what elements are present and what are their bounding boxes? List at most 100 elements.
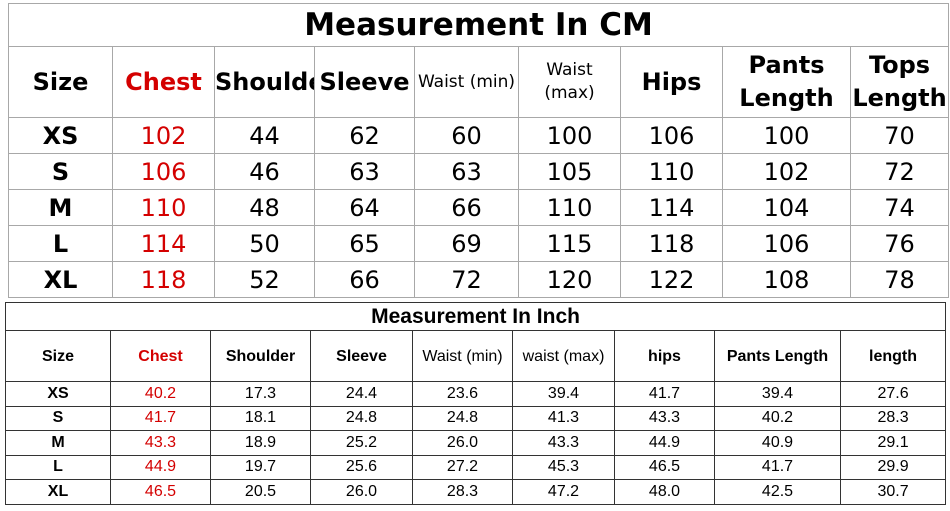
value-cell: 65 (314, 225, 415, 262)
column-header: Size (8, 46, 113, 118)
value-cell: 118 (620, 225, 723, 262)
value-cell: 27.2 (412, 454, 513, 480)
value-cell: 25.2 (310, 430, 413, 456)
column-header: length (839, 330, 947, 382)
data-row: XL 118 52 66 72 120 122 108 78 (8, 261, 950, 298)
value-cell: 106 (112, 153, 215, 190)
value-cell: 18.1 (210, 405, 311, 431)
value-cell: 41.3 (512, 405, 615, 431)
value-cell: 114 (620, 189, 723, 226)
data-row: S 106 46 63 63 105 110 102 72 (8, 153, 950, 190)
column-header: Tops Length (849, 46, 950, 118)
value-cell: 106 (620, 117, 723, 154)
data-row: XS 102 44 62 60 100 106 100 70 (8, 117, 950, 154)
column-header: Shoulder (214, 46, 315, 118)
value-cell: 62 (314, 117, 415, 154)
value-cell: 52 (214, 261, 315, 298)
value-cell: 110 (518, 189, 621, 226)
value-cell: 50 (214, 225, 315, 262)
column-header: Waist (min) (414, 46, 519, 118)
value-cell: 26.0 (412, 430, 513, 456)
value-cell: 48 (214, 189, 315, 226)
value-cell: 74 (849, 189, 950, 226)
size-cell: XS (8, 117, 113, 154)
size-cell: S (5, 405, 111, 431)
size-cell: L (5, 454, 111, 480)
value-cell: 72 (414, 261, 519, 298)
value-cell: 29.9 (839, 454, 947, 480)
column-header: Chest (110, 330, 211, 382)
value-cell: 27.6 (839, 381, 947, 407)
value-cell: 39.4 (714, 381, 841, 407)
value-cell: 70 (849, 117, 950, 154)
value-cell: 100 (518, 117, 621, 154)
column-header: waist (max) (512, 330, 615, 382)
column-header: Waist (min) (412, 330, 513, 382)
value-cell: 41.7 (110, 405, 211, 431)
column-header: Chest (112, 46, 215, 118)
value-cell: 44 (214, 117, 315, 154)
value-cell: 43.3 (614, 405, 715, 431)
value-cell: 24.4 (310, 381, 413, 407)
value-cell: 29.1 (839, 430, 947, 456)
data-row: S 41.7 18.1 24.8 24.8 41.3 43.3 40.2 28.3 (5, 405, 947, 431)
value-cell: 102 (722, 153, 851, 190)
value-cell: 66 (414, 189, 519, 226)
value-cell: 17.3 (210, 381, 311, 407)
value-cell: 76 (849, 225, 950, 262)
value-cell: 48.0 (614, 479, 715, 505)
inch-table: Measurement In Inch Size Chest Shoulder Slee… (4, 302, 947, 505)
value-cell: 23.6 (412, 381, 513, 407)
value-cell: 40.2 (714, 405, 841, 431)
value-cell: 72 (849, 153, 950, 190)
value-cell: 115 (518, 225, 621, 262)
value-cell: 104 (722, 189, 851, 226)
data-row: L 114 50 65 69 115 118 106 76 (8, 225, 950, 262)
value-cell: 40.2 (110, 381, 211, 407)
value-cell: 46 (214, 153, 315, 190)
title-row: Measurement In Inch (4, 302, 947, 331)
table-title: Measurement In CM (7, 3, 950, 47)
size-cell: L (8, 225, 113, 262)
value-cell: 43.3 (512, 430, 615, 456)
size-cell: M (8, 189, 113, 226)
value-cell: 63 (314, 153, 415, 190)
value-cell: 108 (722, 261, 851, 298)
value-cell: 25.6 (310, 454, 413, 480)
value-cell: 20.5 (210, 479, 311, 505)
column-header: Waist (max) (518, 46, 621, 118)
value-cell: 19.7 (210, 454, 311, 480)
value-cell: 24.8 (412, 405, 513, 431)
column-header: hips (614, 330, 715, 382)
value-cell: 122 (620, 261, 723, 298)
value-cell: 47.2 (512, 479, 615, 505)
size-cell: XS (5, 381, 111, 407)
value-cell: 40.9 (714, 430, 841, 456)
size-cell: XL (5, 479, 111, 505)
value-cell: 60 (414, 117, 519, 154)
data-row: M 110 48 64 66 110 114 104 74 (8, 189, 950, 226)
column-header: Pants Length (714, 330, 841, 382)
column-header: Pants Length (722, 46, 851, 118)
value-cell: 42.5 (714, 479, 841, 505)
value-cell: 30.7 (839, 479, 947, 505)
value-cell: 114 (112, 225, 215, 262)
value-cell: 46.5 (614, 454, 715, 480)
value-cell: 69 (414, 225, 519, 262)
column-header: Hips (620, 46, 723, 118)
size-cell: M (5, 430, 111, 456)
value-cell: 28.3 (839, 405, 947, 431)
data-row: L 44.9 19.7 25.6 27.2 45.3 46.5 41.7 29.9 (5, 454, 947, 480)
value-cell: 46.5 (110, 479, 211, 505)
table-title: Measurement In Inch (4, 302, 947, 331)
value-cell: 63 (414, 153, 519, 190)
value-cell: 78 (849, 261, 950, 298)
data-row: M 43.3 18.9 25.2 26.0 43.3 44.9 40.9 29.1 (5, 430, 947, 456)
value-cell: 118 (112, 261, 215, 298)
value-cell: 45.3 (512, 454, 615, 480)
value-cell: 41.7 (614, 381, 715, 407)
value-cell: 44.9 (110, 454, 211, 480)
value-cell: 105 (518, 153, 621, 190)
